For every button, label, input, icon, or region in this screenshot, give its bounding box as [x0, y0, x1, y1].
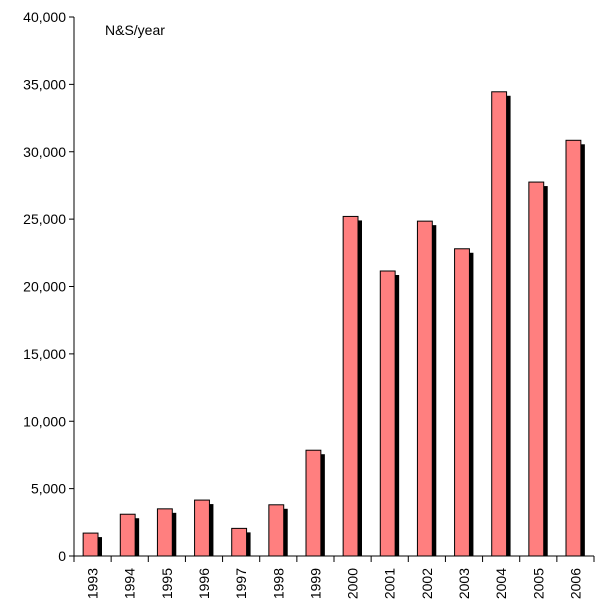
y-tick-label: 30,000 [23, 144, 66, 160]
x-tick-label-2002: 2002 [419, 568, 435, 599]
bar-1998 [268, 504, 285, 557]
bar-2004 [491, 91, 508, 557]
bar-1995 [156, 508, 173, 557]
x-tick-label-1998: 1998 [270, 568, 286, 599]
x-tick-label-2004: 2004 [493, 568, 509, 599]
y-tick-label: 15,000 [23, 346, 66, 362]
bar-2003 [454, 248, 470, 557]
bar-1999 [305, 449, 322, 557]
bar-2005 [528, 181, 545, 557]
bar-2001 [379, 270, 396, 557]
y-axis: 0 5,000 10,000 15,000 20,000 25,000 30,000 35,0… [23, 9, 75, 564]
y-tick-label: 20,000 [23, 279, 66, 295]
bar-1996 [194, 499, 210, 557]
x-tick-label-2001: 2001 [382, 568, 398, 599]
y-tick-label: 35,000 [23, 76, 66, 92]
bar-1997 [231, 527, 248, 557]
y-tick-label: 40,000 [23, 9, 66, 25]
x-tick-label-2005: 2005 [530, 568, 546, 599]
x-tick-label-2006: 2006 [567, 568, 583, 599]
y-tick-label: 0 [58, 548, 66, 564]
x-tick-label-1995: 1995 [159, 568, 175, 599]
y-tick-label: 25,000 [23, 211, 66, 227]
y-tick-label: 5,000 [31, 481, 66, 497]
x-tick-label-2000: 2000 [345, 568, 361, 599]
bar-2006 [565, 139, 582, 557]
x-axis: 1993 1994 1995 1996 1997 1998 1999 2000 2001 2002… [73, 555, 595, 599]
x-tick-label-2003: 2003 [456, 568, 472, 599]
x-tick-label-1999: 1999 [307, 568, 323, 599]
x-tick-label-1996: 1996 [196, 568, 212, 599]
bar-2002 [416, 220, 433, 557]
bars [82, 91, 585, 557]
x-tick-label-1997: 1997 [233, 568, 249, 599]
bar-1993 [82, 532, 99, 557]
x-tick-label-1993: 1993 [85, 568, 101, 599]
chart-annotation: N&S/year [105, 22, 165, 38]
bar-2000 [342, 215, 359, 557]
x-tick-label-1994: 1994 [122, 568, 138, 599]
y-tick-label: 10,000 [23, 413, 66, 429]
bar-1994 [119, 513, 136, 557]
